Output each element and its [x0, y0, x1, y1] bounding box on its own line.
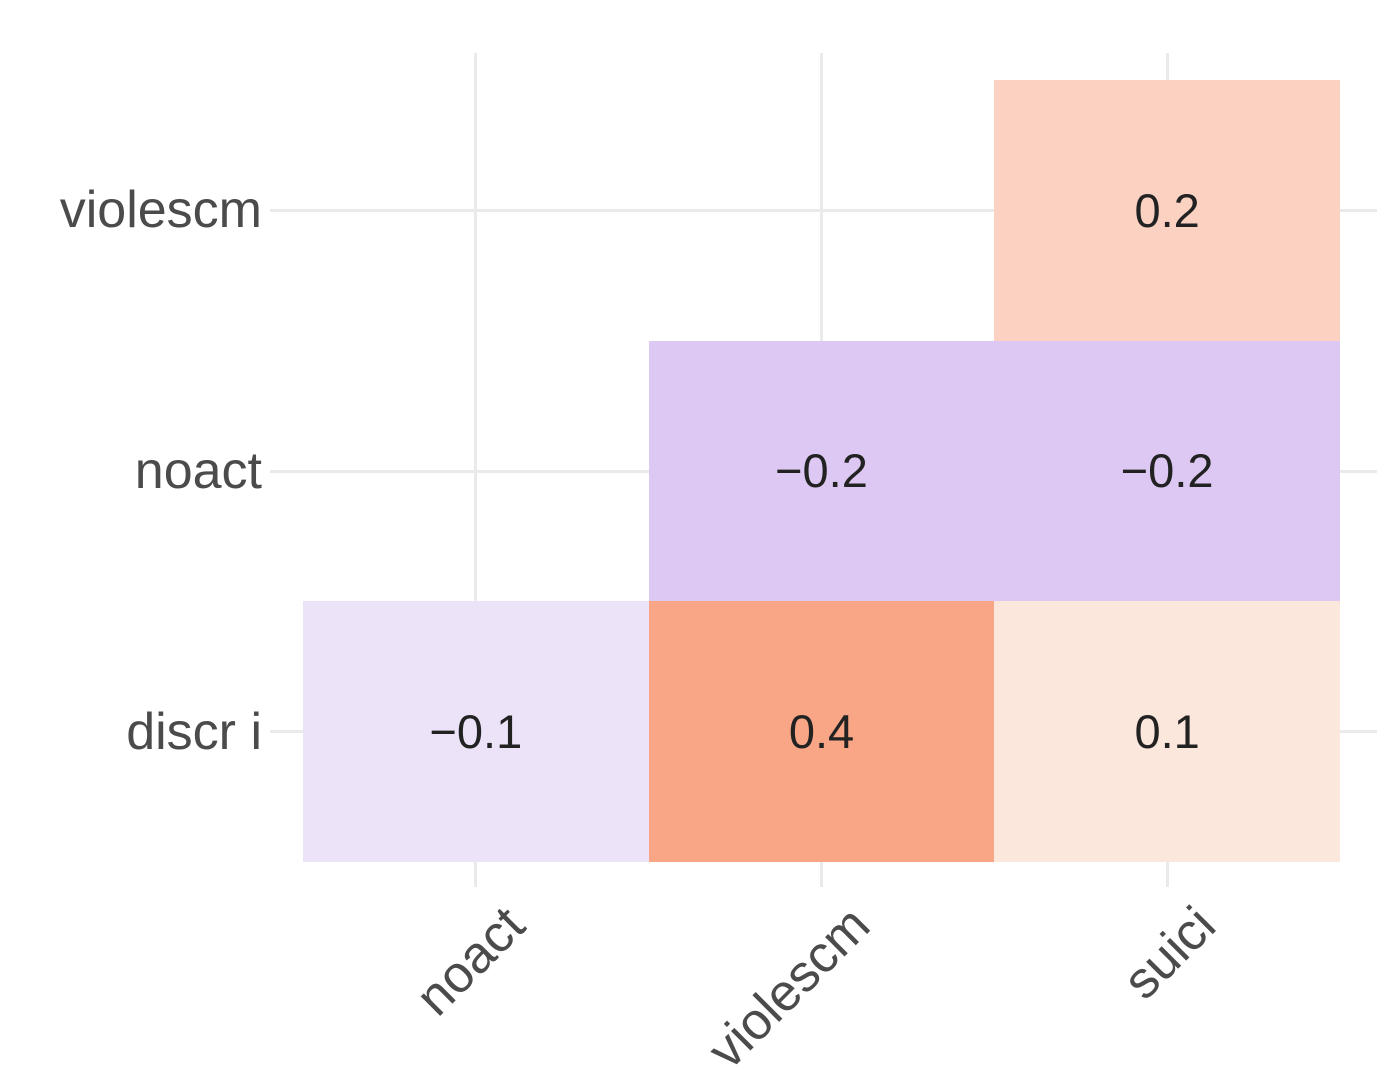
heatmap-cell[interactable]: −0.2	[648, 340, 995, 602]
heatmap-cell[interactable]: 0.2	[994, 80, 1340, 341]
gridline-horizontal	[270, 208, 1377, 212]
heatmap-cell[interactable]: 0.4	[648, 601, 995, 862]
gridline-vertical	[474, 53, 478, 887]
heatmap-cell[interactable]: 0.1	[994, 601, 1340, 862]
x-axis-tick-label: noact	[404, 895, 536, 1027]
x-axis-tick-label: violescm	[697, 895, 882, 1080]
cell-value-label: −0.2	[775, 444, 868, 498]
heatmap-cell[interactable]: −0.2	[994, 340, 1340, 602]
cell-value-label: 0.2	[1134, 183, 1200, 237]
x-axis-tick-label: suici	[1112, 895, 1228, 1011]
cell-value-label: −0.2	[1120, 444, 1214, 498]
heatmap-cell[interactable]: −0.1	[303, 601, 649, 862]
y-axis-tick-label: violescm	[59, 181, 262, 240]
cell-value-label: 0.1	[1134, 705, 1200, 759]
y-axis-tick-label: discr i	[126, 702, 262, 761]
cell-value-label: 0.4	[788, 705, 855, 759]
y-axis-tick-label: noact	[134, 442, 262, 500]
cell-value-label: −0.1	[429, 705, 523, 759]
